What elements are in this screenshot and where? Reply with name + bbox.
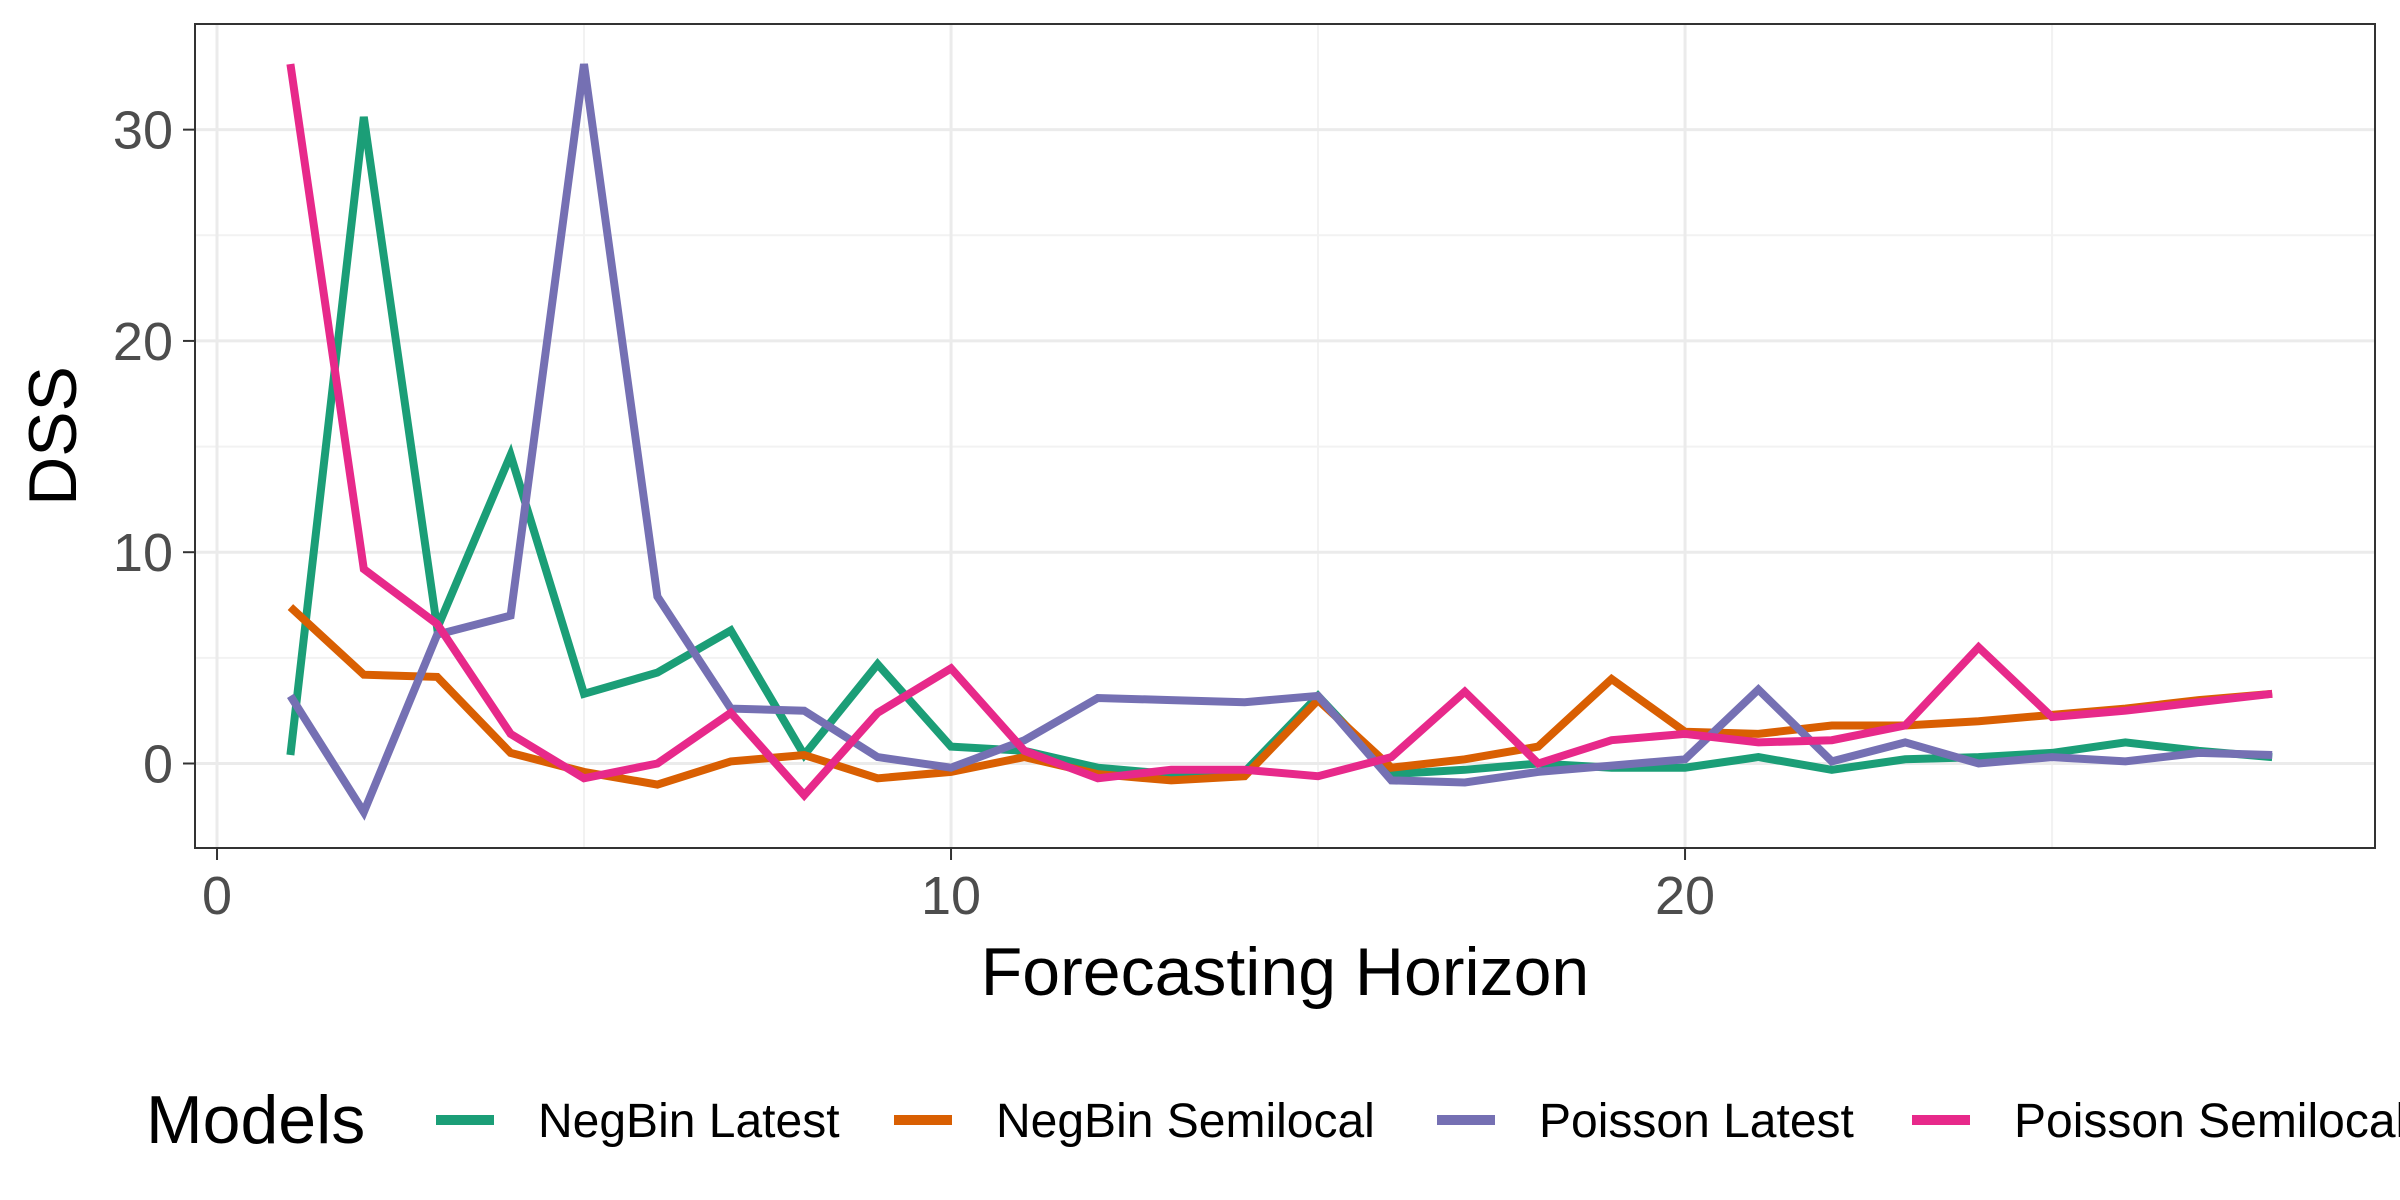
y-tick-label: 10 bbox=[113, 523, 173, 583]
x-tick-label: 0 bbox=[202, 866, 232, 926]
y-tick-label: 20 bbox=[113, 312, 173, 372]
series-lines bbox=[286, 63, 2273, 821]
y-axis-title: DSS bbox=[15, 366, 91, 506]
x-axis-title: Forecasting Horizon bbox=[981, 934, 1589, 1010]
legend-label: NegBin Latest bbox=[538, 1095, 840, 1148]
series-line-negbin-latest bbox=[286, 116, 2273, 779]
x-tick-label: 10 bbox=[921, 866, 981, 926]
legend-label: Poisson Semilocal bbox=[2014, 1095, 2400, 1148]
legend-label: NegBin Semilocal bbox=[996, 1095, 1375, 1148]
y-tick-label: 30 bbox=[113, 101, 173, 161]
series-line-poisson-latest bbox=[287, 63, 2273, 821]
series-line-negbin-semilocal bbox=[287, 604, 2273, 789]
plot-panel-border bbox=[194, 23, 2376, 849]
legend-title: Models bbox=[146, 1082, 365, 1158]
legend-label: Poisson Latest bbox=[1539, 1095, 1854, 1148]
y-tick-label: 0 bbox=[143, 734, 173, 794]
series-line-poisson-semilocal bbox=[286, 63, 2273, 802]
legend: Models NegBin Latest NegBin Semilocal Pois… bbox=[146, 1082, 2400, 1158]
x-tick-label: 20 bbox=[1655, 866, 1715, 926]
axis-ticks: 0 10 20 0 10 20 30 bbox=[113, 101, 1715, 926]
